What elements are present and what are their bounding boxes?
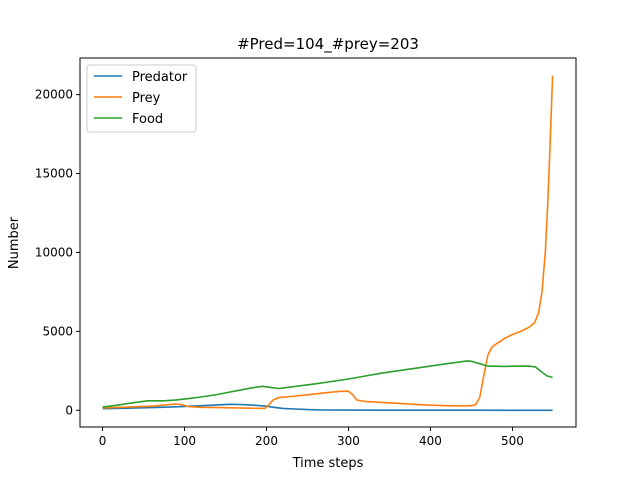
y-tick-label: 5000 — [42, 324, 73, 338]
y-tick-label: 10000 — [35, 245, 73, 259]
y-tick-label: 20000 — [35, 88, 73, 102]
y-axis: 0 5000 10000 15000 20000 — [35, 88, 80, 417]
x-axis: 0 100 200 300 400 500 — [99, 427, 524, 448]
series-line-food — [102, 360, 553, 408]
legend-box — [86, 64, 197, 133]
x-tick-label: 400 — [419, 434, 442, 448]
legend: Predator Prey Food — [86, 64, 197, 133]
y-tick-label: 0 — [65, 403, 73, 417]
plot-frame — [79, 57, 577, 428]
x-axis-label: Time steps — [292, 456, 364, 471]
x-tick-label: 100 — [173, 434, 196, 448]
legend-label-predator: Predator — [132, 70, 188, 85]
x-tick-label: 300 — [337, 434, 360, 448]
x-tick-label: 500 — [501, 434, 524, 448]
legend-label-prey: Prey — [132, 91, 161, 106]
x-tick-label: 0 — [99, 434, 107, 448]
chart-title: #Pred=104_#prey=203 — [237, 35, 419, 54]
series-layer — [102, 75, 554, 412]
y-tick-label: 15000 — [35, 167, 73, 181]
y-axis-label: Number — [7, 216, 22, 269]
series-line-predator — [102, 403, 553, 412]
series-line-prey — [102, 75, 554, 410]
x-tick-label: 200 — [255, 434, 278, 448]
legend-label-food: Food — [132, 112, 163, 127]
